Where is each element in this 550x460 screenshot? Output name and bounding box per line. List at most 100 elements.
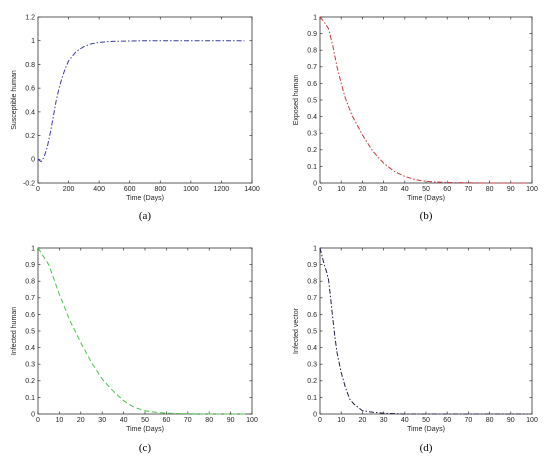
x-tick-label: 10 [337, 417, 345, 424]
x-tick-label: 100 [246, 417, 258, 424]
x-tick-label: 50 [141, 417, 149, 424]
y-tick-label: 0.3 [25, 362, 35, 369]
y-tick-label: -0.2 [23, 180, 35, 187]
x-tick-label: 800 [154, 186, 166, 193]
x-tick-label: 50 [422, 186, 430, 193]
x-tick-label: 400 [93, 186, 105, 193]
chart-panel: 0 10 20 30 40 50 60 70 80 90 100 0 0.1 0.2 0.3 0.4 0.5 0.… [293, 14, 538, 222]
x-tick-label: 1000 [183, 186, 199, 193]
x-tick-label: 1400 [244, 186, 260, 193]
panel-label: (a) [139, 210, 152, 222]
y-tick-label: 0.1 [307, 395, 317, 402]
x-axis-label: Time (Days) [407, 426, 445, 433]
x-tick-label: 40 [401, 186, 409, 193]
y-tick-label: 0.3 [307, 131, 317, 138]
panel-label: (c) [139, 442, 152, 454]
y-tick-label: 0.4 [307, 345, 317, 352]
x-tick-label: 10 [337, 186, 345, 193]
y-tick-label: 0 [313, 180, 317, 187]
x-tick-label: 30 [98, 417, 106, 424]
x-tick-label: 0 [318, 186, 322, 193]
y-tick-label: 0.8 [25, 279, 35, 286]
x-tick-label: 80 [205, 417, 213, 424]
chart-panel: 0 10 20 30 40 50 60 70 80 90 100 0 0.1 0.2 0.3 0.4 0.5 0.… [293, 245, 538, 454]
x-tick-label: 70 [465, 186, 473, 193]
y-tick-label: 0 [313, 411, 317, 418]
x-axis-label: Time (Days) [126, 195, 164, 202]
x-tick-label: 200 [63, 186, 75, 193]
y-tick-label: 0.2 [307, 147, 317, 154]
y-tick-label: 0.2 [25, 378, 35, 385]
y-tick-label: 0.5 [307, 328, 317, 335]
y-tick-label: 0.1 [25, 395, 35, 402]
x-tick-label: 80 [486, 417, 494, 424]
y-tick-label: 0.3 [307, 362, 317, 369]
plot-area [319, 16, 533, 184]
y-tick-label: 0.8 [307, 48, 317, 55]
x-tick-label: 20 [359, 417, 367, 424]
x-tick-label: 90 [227, 417, 235, 424]
series-line [319, 247, 528, 415]
y-tick-label: 0.9 [307, 262, 317, 269]
y-tick-label: 0.4 [25, 109, 35, 116]
x-tick-label: 0 [36, 186, 40, 193]
y-tick-label: 0.4 [25, 345, 35, 352]
y-tick-label: 0.7 [25, 295, 35, 302]
x-tick-label: 60 [443, 186, 451, 193]
y-tick-label: 0.6 [307, 312, 317, 319]
x-tick-label: 50 [422, 417, 430, 424]
x-tick-label: 10 [56, 417, 64, 424]
y-tick-label: 0.5 [307, 97, 317, 104]
y-tick-label: 0.8 [25, 62, 35, 69]
plot-area [319, 247, 533, 415]
y-axis-label: Susceptible human [11, 70, 18, 130]
y-tick-label: 0.6 [25, 312, 35, 319]
y-tick-label: 1 [31, 38, 35, 45]
x-tick-label: 70 [184, 417, 192, 424]
y-tick-label: 0.8 [307, 279, 317, 286]
x-tick-label: 40 [120, 417, 128, 424]
y-tick-label: 0.9 [25, 262, 35, 269]
x-tick-label: 90 [507, 186, 515, 193]
x-tick-label: 100 [526, 186, 538, 193]
series-line [37, 40, 245, 163]
x-tick-label: 60 [163, 417, 171, 424]
y-tick-label: 1 [31, 245, 35, 252]
y-tick-label: 0 [31, 157, 35, 164]
x-tick-label: 0 [36, 417, 40, 424]
x-tick-label: 1200 [214, 186, 230, 193]
y-tick-label: 0.2 [25, 133, 35, 140]
y-tick-label: 0.2 [307, 378, 317, 385]
y-tick-label: 1.2 [25, 14, 35, 21]
x-tick-label: 70 [465, 417, 473, 424]
x-tick-label: 0 [318, 417, 322, 424]
x-tick-label: 600 [124, 186, 136, 193]
x-tick-label: 60 [443, 417, 451, 424]
chart-panel: 0 200 400 600 800 1000 1200 1400-0.200.20.40.60… [11, 14, 260, 222]
x-tick-label: 90 [507, 417, 515, 424]
y-axis-label: Infected human [11, 307, 18, 355]
y-axis-label: Exposed human [293, 75, 300, 126]
y-tick-label: 0.6 [307, 81, 317, 88]
x-tick-label: 30 [380, 186, 388, 193]
x-tick-label: 20 [359, 186, 367, 193]
y-tick-label: 0.7 [307, 295, 317, 302]
x-tick-label: 20 [77, 417, 85, 424]
y-tick-label: 1 [313, 245, 317, 252]
series-line [319, 16, 528, 184]
x-tick-label: 40 [401, 417, 409, 424]
y-tick-label: 0.5 [25, 328, 35, 335]
y-tick-label: 0.4 [307, 114, 317, 121]
series-line [37, 247, 248, 415]
x-axis-label: Time (Days) [407, 195, 445, 202]
panel-label: (d) [420, 442, 433, 454]
chart-panel: 0 10 20 30 40 50 60 70 80 90 100 0 0.1 0.2 0.3 0.4 0.5 0.… [11, 245, 258, 454]
x-tick-label: 80 [486, 186, 494, 193]
y-tick-label: 1 [313, 14, 317, 21]
y-tick-label: 0.6 [25, 86, 35, 93]
y-tick-label: 0.1 [307, 164, 317, 171]
plot-area [37, 16, 253, 184]
panel-label: (b) [420, 210, 433, 222]
x-tick-label: 30 [380, 417, 388, 424]
